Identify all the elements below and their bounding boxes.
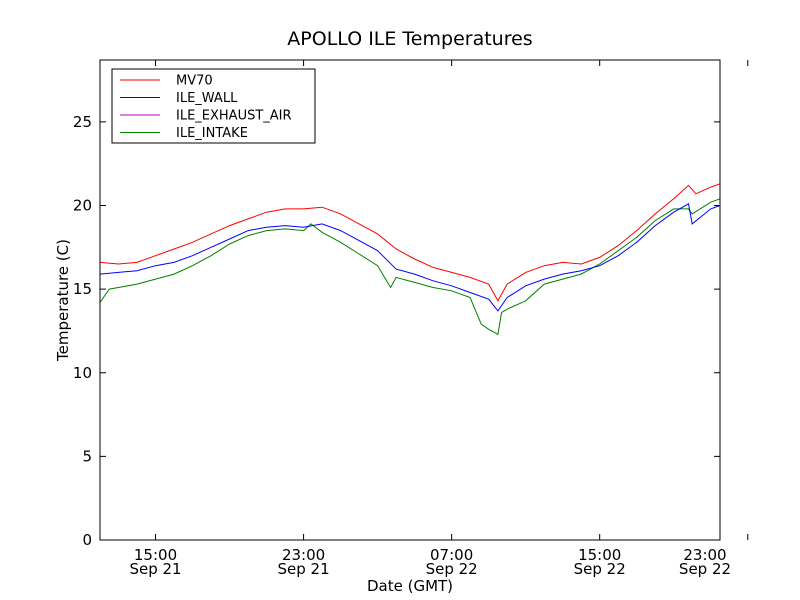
legend-box bbox=[111, 68, 316, 144]
x-tick-time-label: 07:00 bbox=[430, 546, 473, 564]
y-tick-label: 20 bbox=[73, 197, 92, 215]
legend: MV70 ILE_WALL ILE_EXHAUST_AIR ILE_INTAKE bbox=[111, 68, 316, 144]
y-axis-ticks: 0 5 10 15 20 25 bbox=[73, 113, 720, 549]
series-line-ile-intake bbox=[99, 198, 721, 336]
x-tick-time-label: 23:00 bbox=[282, 546, 325, 564]
chart-title: APOLLO ILE Temperatures bbox=[287, 28, 532, 50]
y-axis-label: Temperature (C) bbox=[54, 239, 72, 362]
series-line-mv70 bbox=[99, 183, 721, 302]
plot-frame bbox=[99, 59, 721, 541]
x-tick-date-label: Sep 21 bbox=[129, 560, 181, 578]
x-tick-date-label: Sep 21 bbox=[278, 560, 330, 578]
y-tick-label: 0 bbox=[82, 531, 92, 549]
legend-label-mv70: MV70 bbox=[176, 74, 213, 89]
y-tick-label: 15 bbox=[73, 280, 92, 298]
x-tick-date-label: Sep 22 bbox=[574, 560, 626, 578]
x-axis-label: Date (GMT) bbox=[367, 577, 453, 595]
x-tick-time-label: 23:00 bbox=[683, 546, 726, 564]
legend-label-ile-intake: ILE_INTAKE bbox=[176, 126, 248, 141]
x-tick-time-label: 15:00 bbox=[134, 546, 177, 564]
legend-label-ile-wall: ILE_WALL bbox=[176, 91, 238, 106]
y-tick-label: 5 bbox=[82, 447, 92, 465]
y-tick-label: 10 bbox=[73, 364, 92, 382]
x-tick-time-label: 15:00 bbox=[578, 546, 621, 564]
legend-label-ile-exhaust-air: ILE_EXHAUST_AIR bbox=[176, 109, 292, 124]
x-tick-date-label: Sep 22 bbox=[426, 560, 478, 578]
x-tick-date-label: Sep 22 bbox=[679, 560, 731, 578]
y-tick-label: 25 bbox=[73, 113, 92, 131]
series-line-ile-wall bbox=[99, 203, 721, 312]
series-layer bbox=[99, 183, 721, 336]
